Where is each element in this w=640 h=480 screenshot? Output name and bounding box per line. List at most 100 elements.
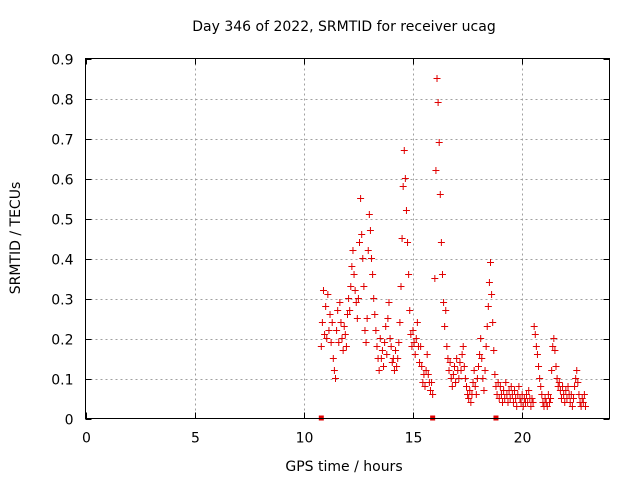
data-point [462, 383, 470, 390]
data-point [452, 379, 460, 386]
data-point [469, 379, 477, 386]
data-point [360, 283, 368, 290]
data-point [385, 299, 393, 306]
data-point [424, 371, 432, 378]
data-point [361, 327, 369, 334]
data-point [488, 291, 496, 298]
data-point [321, 331, 329, 338]
data-point [485, 279, 493, 286]
data-point [549, 343, 557, 350]
data-point [342, 343, 350, 350]
y-tick-label: 0.3 [51, 293, 73, 309]
data-point [398, 235, 406, 242]
data-point [538, 391, 546, 398]
data-point [449, 371, 457, 378]
data-point [411, 351, 419, 358]
data-point [322, 303, 330, 310]
data-point [364, 247, 372, 254]
data-point [482, 343, 490, 350]
data-point [375, 367, 383, 374]
data-point [372, 327, 380, 334]
data-point [569, 395, 577, 402]
data-point [346, 307, 354, 314]
data-point [378, 347, 386, 354]
data-point [356, 239, 364, 246]
data-point [405, 271, 413, 278]
data-point [390, 367, 398, 374]
data-point [435, 139, 443, 146]
data-point [421, 383, 429, 390]
data-point [458, 351, 466, 358]
data-point [419, 379, 427, 386]
data-point [529, 399, 537, 406]
grid-layer [85, 58, 610, 419]
data-point [580, 391, 588, 398]
data-point [338, 335, 346, 342]
y-tick-label: 0.4 [51, 253, 73, 269]
data-point [471, 383, 479, 390]
data-point [352, 299, 360, 306]
data-point [547, 395, 555, 402]
data-point [327, 339, 335, 346]
data-point [481, 367, 489, 374]
data-point [330, 367, 338, 374]
data-point [319, 287, 327, 294]
x-tick-label: 15 [405, 431, 423, 447]
data-point [337, 319, 345, 326]
data-point [491, 371, 499, 378]
data-point [323, 335, 331, 342]
data-point [381, 339, 389, 346]
data-point [446, 359, 454, 366]
data-point [494, 379, 502, 386]
data-point [416, 359, 424, 366]
data-point [581, 403, 589, 410]
y-tick-label: 0.9 [51, 53, 73, 69]
data-point [532, 343, 540, 350]
data-point [496, 383, 504, 390]
data-point [440, 299, 448, 306]
data-point [351, 287, 359, 294]
data-point [456, 359, 464, 366]
y-tick-label: 0 [65, 413, 74, 429]
y-axis-label: SRMTID / TECUs [8, 182, 24, 295]
data-point [535, 363, 543, 370]
data-point [329, 355, 337, 362]
data-point [393, 363, 401, 370]
data-point [448, 383, 456, 390]
data-point [370, 295, 378, 302]
data-point [397, 283, 405, 290]
data-point [408, 343, 416, 350]
data-point [519, 403, 527, 410]
data-point [406, 307, 414, 314]
data-point [377, 355, 385, 362]
data-point [431, 275, 439, 282]
data-point [384, 315, 392, 322]
y-tick-label: 0.8 [51, 93, 73, 109]
data-point [566, 399, 574, 406]
data-point [479, 375, 487, 382]
data-point [396, 319, 404, 326]
data-point [436, 191, 444, 198]
data-point [412, 335, 420, 342]
x-axis-label: GPS time / hours [285, 459, 402, 475]
data-point [441, 323, 449, 330]
data-point [339, 347, 347, 354]
data-point [459, 343, 467, 350]
data-point [490, 347, 498, 354]
data-point [369, 271, 377, 278]
data-point [418, 363, 426, 370]
data-point [484, 303, 492, 310]
data-point [527, 403, 535, 410]
data-point [417, 343, 425, 350]
data-point [478, 355, 486, 362]
data-point [335, 339, 343, 346]
data-point [348, 263, 356, 270]
data-point [571, 383, 579, 390]
data-point [422, 367, 430, 374]
data-point [545, 399, 553, 406]
data-point [402, 207, 410, 214]
data-point [395, 339, 403, 346]
y-tick-label: 0.5 [51, 213, 73, 229]
data-point [551, 347, 559, 354]
data-point [392, 347, 400, 354]
